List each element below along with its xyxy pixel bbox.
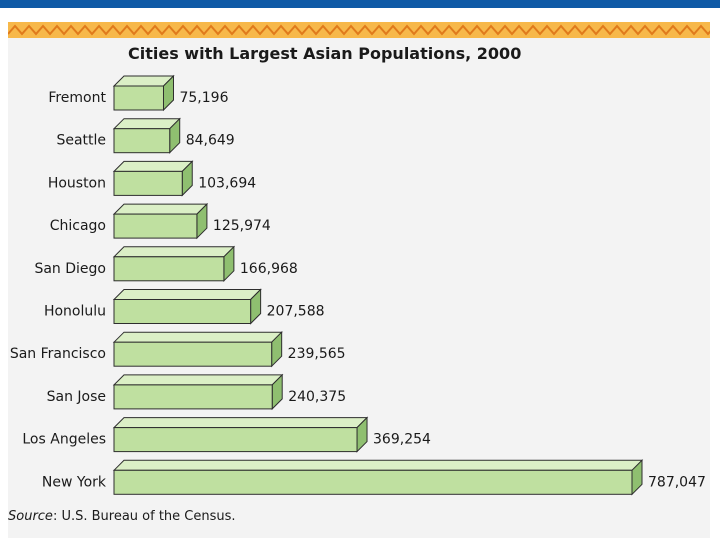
category-label: New York — [42, 474, 107, 490]
bar-group — [112, 459, 644, 496]
bar-group — [112, 330, 283, 368]
zigzag-band — [8, 22, 710, 38]
category-label: Chicago — [50, 218, 106, 234]
bar-top — [112, 160, 194, 172]
value-label: 787,047 — [648, 474, 706, 490]
value-label: 84,649 — [186, 133, 235, 149]
category-label: Houston — [48, 175, 106, 191]
value-label: 207,588 — [267, 304, 325, 320]
value-label: 103,694 — [198, 175, 256, 191]
value-label: 166,968 — [240, 261, 298, 277]
bar — [113, 469, 633, 495]
bar-top — [112, 374, 284, 386]
value-label: 240,375 — [288, 389, 346, 405]
category-label: San Francisco — [10, 346, 106, 362]
bar — [113, 256, 225, 282]
category-label: San Jose — [47, 389, 106, 405]
value-label: 125,974 — [213, 218, 271, 234]
bar-group — [112, 373, 284, 411]
source-label: Source — [8, 509, 53, 524]
bar-group — [112, 288, 262, 325]
header-bar — [0, 0, 720, 8]
source-text: : U.S. Bureau of the Census. — [52, 509, 236, 524]
category-label: Los Angeles — [22, 432, 106, 448]
bar — [113, 213, 198, 239]
category-label: Fremont — [48, 90, 106, 106]
bar-group — [112, 202, 209, 240]
value-label: 75,196 — [179, 90, 228, 106]
category-label: Seattle — [56, 133, 106, 149]
bar-top — [112, 246, 236, 258]
bar-group — [112, 245, 236, 283]
source-note: Source: U.S. Bureau of the Census. — [8, 509, 236, 524]
bar-group — [112, 160, 194, 197]
bar — [113, 341, 273, 367]
bar — [113, 427, 358, 453]
bar-group — [112, 416, 369, 453]
bar — [113, 128, 171, 154]
value-label: 239,565 — [288, 346, 346, 362]
bar-top — [112, 289, 262, 300]
bar-top — [112, 417, 369, 429]
bar — [113, 170, 183, 196]
bar-top — [112, 331, 283, 343]
bar-group — [112, 117, 181, 154]
bar-group — [112, 74, 175, 112]
bar — [113, 85, 164, 111]
bar — [113, 299, 252, 324]
category-label: Honolulu — [44, 304, 106, 320]
bar-top — [112, 203, 209, 215]
bar — [113, 384, 273, 410]
bar-top — [112, 459, 644, 471]
chart-title: Cities with Largest Asian Populations, 2… — [128, 44, 522, 63]
bar-top — [112, 118, 181, 130]
category-label: San Diego — [34, 261, 106, 277]
value-label: 369,254 — [373, 432, 431, 448]
